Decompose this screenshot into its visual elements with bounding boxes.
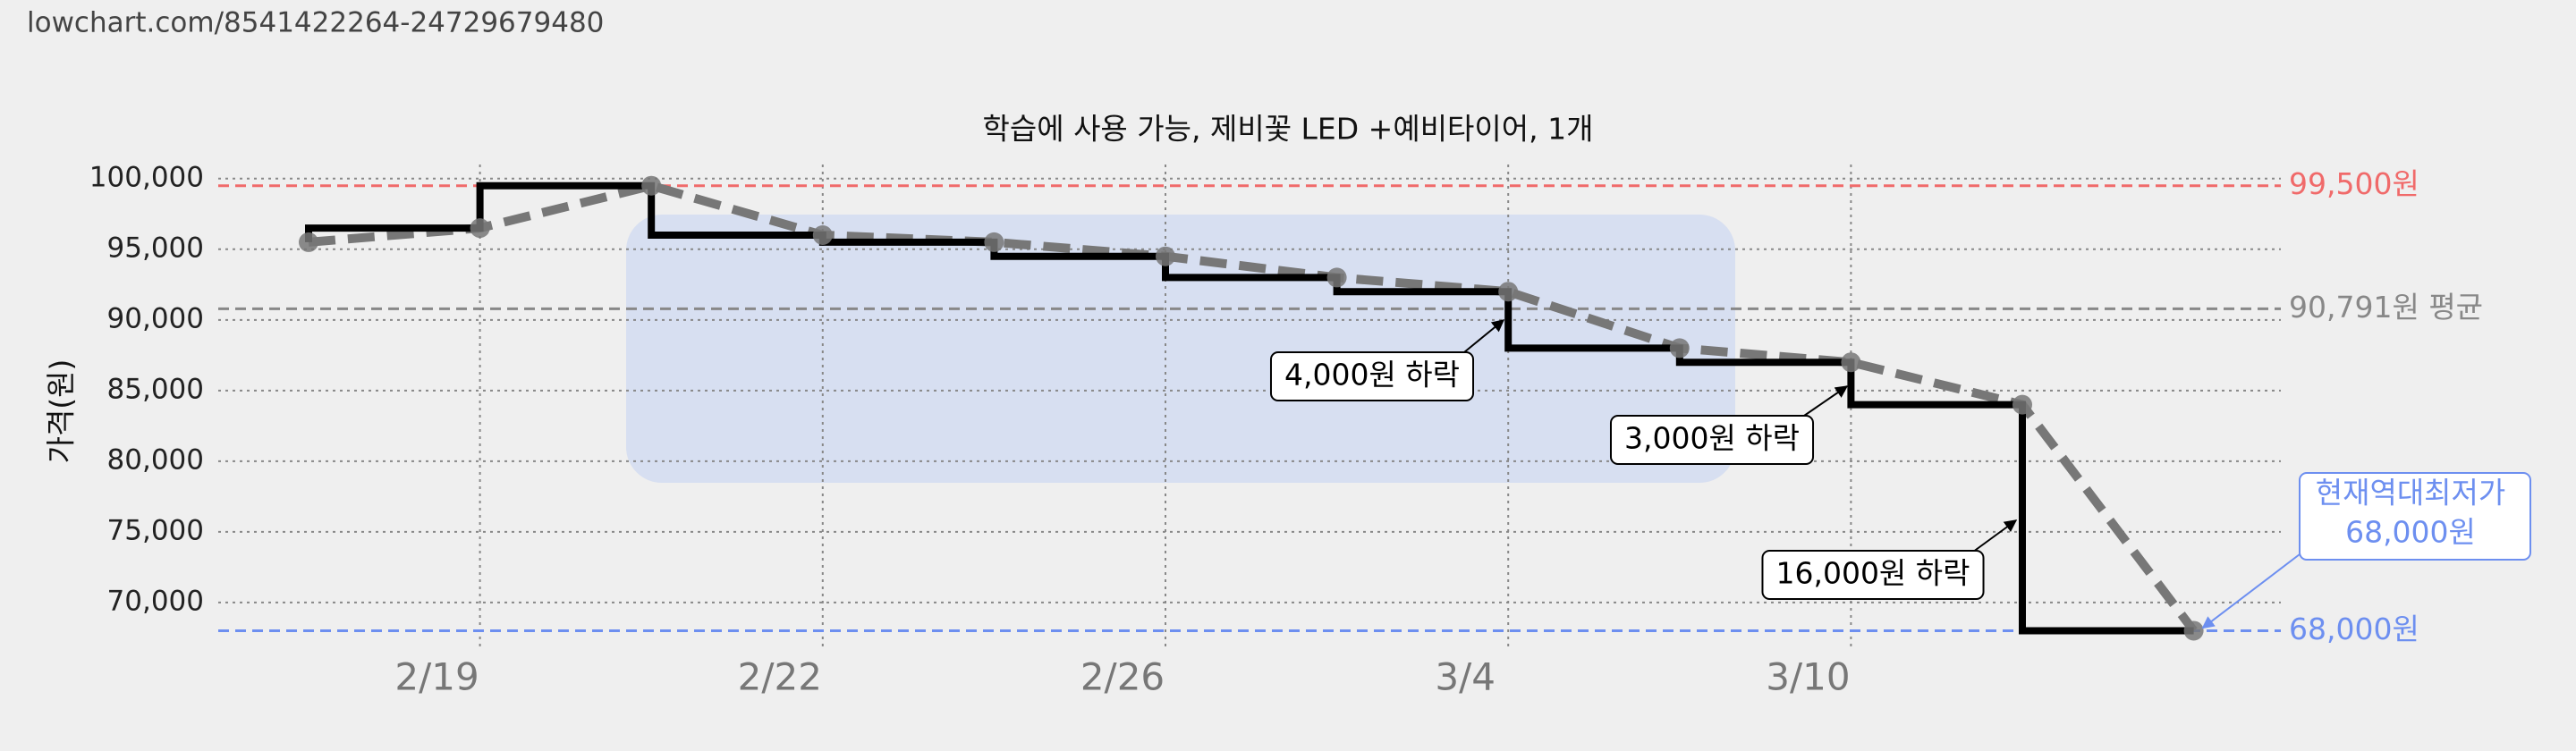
point (1156, 246, 1175, 266)
watermark (626, 215, 1735, 483)
reference-label: 90,791원 평균 (2289, 290, 2483, 325)
lowest-label: 현재역대최저가 (2316, 476, 2506, 511)
y-tick-label: 90,000 (107, 302, 204, 334)
annotation-box (1761, 550, 1985, 600)
url: lowchart.com/8541422264-24729679480 (27, 7, 604, 39)
point (1841, 352, 1861, 373)
y-tick-label: 70,000 (107, 585, 204, 617)
y-tick-label: 80,000 (107, 443, 204, 476)
point (2012, 394, 2032, 415)
lowest-label: 68,000원 (2345, 515, 2476, 550)
annotation-arrow (1973, 519, 2018, 552)
point (1326, 267, 1347, 288)
annotation-box (1269, 351, 1475, 401)
x-tick-label: 2/22 (738, 655, 822, 699)
lowest-box (2299, 472, 2531, 561)
point (812, 225, 833, 246)
x-tick-label: 3/10 (1766, 655, 1850, 699)
x-tick-label: 2/26 (1080, 655, 1165, 699)
annotation-text: 4,000원 하락 (1284, 358, 1460, 392)
point (2183, 620, 2204, 641)
point (299, 232, 318, 252)
annotation-box (1609, 415, 1815, 465)
annotation-arrow (1463, 319, 1505, 353)
point (641, 175, 662, 196)
step-line (305, 181, 2194, 635)
y-tick-label: 100,000 (89, 161, 204, 193)
annotation-text: 3,000원 하락 (1624, 421, 1800, 456)
reference-label: 99,500원 (2289, 166, 2419, 201)
point (470, 218, 490, 239)
y-tick-label: 95,000 (107, 232, 204, 264)
chart-title: 학습에 사용 가능, 제비꽃 LED +예비타이어, 1개 (983, 112, 1594, 147)
annotation-text: 16,000원 하락 (1775, 556, 1970, 591)
reference-label: 68,000원 (2289, 612, 2419, 646)
x-tick-label: 2/19 (394, 655, 479, 699)
y-tick-label: 75,000 (107, 514, 204, 546)
y-tick-label: 85,000 (107, 373, 204, 405)
lowest-arrow (2201, 553, 2301, 629)
point (1669, 338, 1690, 359)
x-tick-label: 3/4 (1435, 655, 1496, 699)
point (1498, 282, 1519, 302)
y-axis-label: 가격(원) (44, 359, 79, 464)
annotation-arrow (1803, 385, 1849, 417)
point (984, 232, 1004, 252)
trend-line (308, 181, 2198, 634)
